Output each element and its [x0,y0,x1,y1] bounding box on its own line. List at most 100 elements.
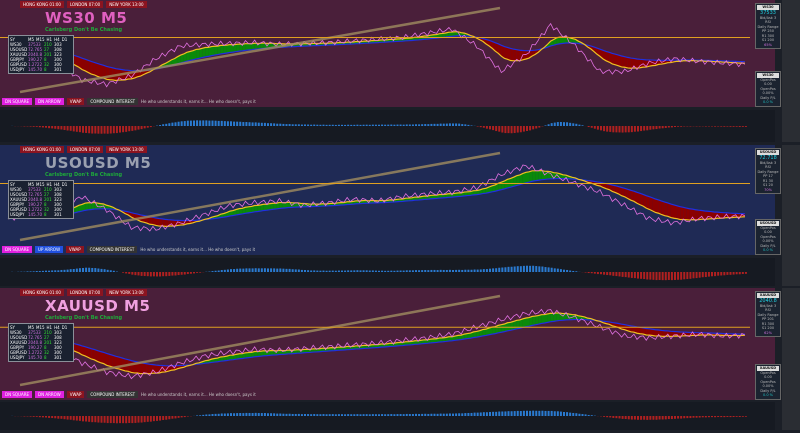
histogram-bar [674,416,676,419]
table-row[interactable]: USOUSD 72.765 27 308 [10,335,72,340]
table-row[interactable]: USOUSD 72.765 27 308 [10,192,72,197]
symbol-title: XAUUSD M5 [45,297,151,315]
table-row[interactable]: XAUUSD 2040.8 201 323 [10,52,72,57]
cloud-segment [137,361,141,374]
trendline[interactable] [19,6,501,94]
histogram-bar [85,416,88,422]
cloud-segment [75,55,79,68]
indicator-button[interactable]: UP ARROW [35,246,64,253]
price-axis[interactable] [782,288,800,430]
histogram-bar [532,265,535,272]
indicator-button[interactable]: VWAP [66,246,84,253]
trendline[interactable] [19,151,501,242]
cloud-segment [664,202,668,217]
histogram-bar [254,412,257,416]
histogram-bar [257,122,260,126]
histogram-bar [128,416,131,423]
table-row[interactable]: GBPUSD 1.2722 32 300 [10,207,72,212]
price-chart[interactable] [0,145,775,255]
indicator-button[interactable]: DN ARROW [35,98,64,105]
price-axis[interactable] [782,0,800,142]
price-chart[interactable] [0,288,775,400]
histogram-bar [245,268,248,272]
indicator-button[interactable]: DN SQUARE [2,391,33,398]
indicator-button[interactable]: COMPOUND INTEREST [86,246,138,253]
table-cell: 145.70 [28,355,42,360]
histogram-bar [744,416,747,417]
cloud-segment [254,351,258,357]
table-row[interactable]: WS30 37533 210 303 [10,42,72,47]
histogram-bar [674,272,676,280]
histogram-bar [177,416,180,418]
cloud-segment [476,330,480,338]
histogram-bar [547,267,550,272]
indicator-button[interactable]: COMPOUND INTEREST [87,391,139,398]
histogram-bar [479,412,482,416]
table-row[interactable]: USDJPY 145.70 8 301 [10,355,72,360]
histogram-bar [442,123,445,126]
histogram-bar [288,124,291,126]
chart-panel-1[interactable]: HONG KONG 01:00 LONDON 07:00 NEW YORK 13:0… [0,145,781,255]
table-cell: 201 [44,52,52,57]
price-chart[interactable] [0,0,775,107]
table-cell: 301 [54,355,62,360]
histogram-bar [707,416,710,418]
table-row[interactable]: GBPJPY 190.27 8 300 [10,202,72,207]
histogram-bar [529,410,532,416]
histogram-bar [233,121,236,126]
histogram-bar [430,123,433,126]
histogram-bar [276,123,279,126]
chart-subtitle: Carlsberg Don't Be Chasing [45,27,123,33]
table-row[interactable]: USOUSD 72.765 27 308 [10,47,72,52]
histogram-bar [445,413,448,416]
table-cell: 145.70 [28,212,42,217]
table-row[interactable]: USDJPY 145.70 8 301 [10,67,72,72]
histogram-bar [566,412,569,416]
histogram-bar [445,269,448,272]
table-row[interactable]: XAUUSD 2040.8 201 323 [10,340,72,345]
histogram-bar [640,416,643,420]
slow-ema-line [7,177,745,222]
cloud-segment [652,197,656,213]
table-row[interactable]: GBPJPY 190.27 8 300 [10,345,72,350]
histogram-bar [621,416,624,419]
table-row[interactable]: GBPUSD 1.2722 32 300 [10,350,72,355]
table-row[interactable]: GBPJPY 190.27 8 300 [10,57,72,62]
price-axis[interactable] [782,145,800,286]
histogram-bar [584,414,587,416]
histogram-bar [66,126,69,131]
indicator-button[interactable]: VWAP [66,391,85,398]
histogram-bar [248,268,251,272]
cloud-segment [415,197,419,201]
histogram-bar [421,124,424,126]
table-header: SY [10,325,15,330]
indicator-button[interactable]: COMPOUND INTEREST [87,98,139,105]
histogram-bar [695,416,698,418]
table-row[interactable]: XAUUSD 2040.8 201 323 [10,197,72,202]
indicator-button[interactable]: DN SQUARE [2,246,33,253]
table-row[interactable]: USDJPY 145.70 8 301 [10,212,72,217]
info-line: 0.00% [762,91,774,95]
histogram-bar [328,414,331,416]
histogram-bar [501,267,504,272]
histogram-bar [544,267,547,272]
trendline[interactable] [19,294,501,387]
histogram-indicator[interactable] [0,258,775,286]
histogram-bar [189,272,192,274]
indicator-button[interactable]: DN ARROW [35,391,64,398]
histogram-bar [245,122,248,126]
table-row[interactable]: WS30 37533 210 303 [10,187,72,192]
chart-panel-2[interactable]: HONG KONG 01:00 LONDON 07:00 NEW YORK 13:0… [0,288,781,400]
histogram-bar [66,416,69,420]
histogram-bar [183,272,186,275]
indicator-button[interactable]: DN SQUARE [2,98,33,105]
indicator-button[interactable]: VWAP [66,98,85,105]
table-row[interactable]: WS30 37533 210 303 [10,330,72,335]
histogram-bar [226,269,229,272]
chart-panel-0[interactable]: HONG KONG 01:00 LONDON 07:00 NEW YORK 13:0… [0,0,781,107]
histogram-bar [735,272,738,275]
info-line: RSI [765,308,771,312]
histogram-indicator[interactable] [0,110,775,142]
histogram-indicator[interactable] [0,402,775,430]
table-row[interactable]: GBPUSD 1.2722 32 300 [10,62,72,67]
